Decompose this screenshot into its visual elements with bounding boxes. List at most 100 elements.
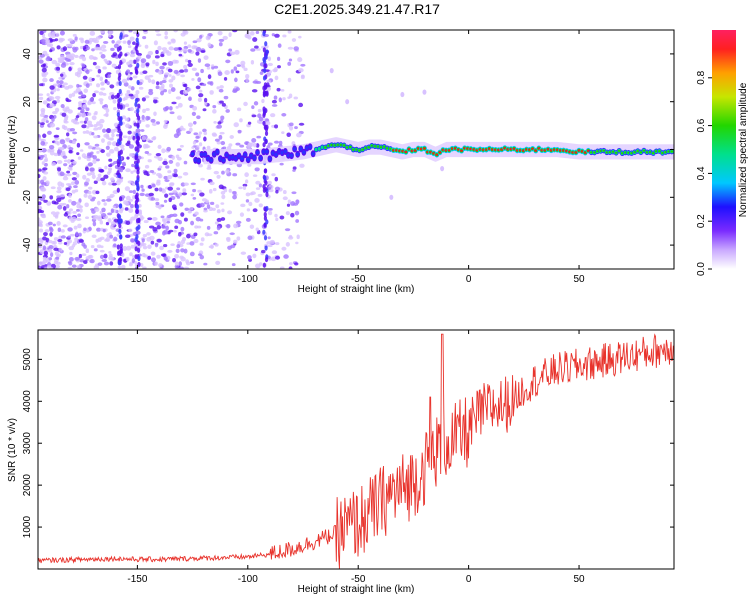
spectrogram-speckle — [84, 39, 90, 44]
spectrogram-speckle — [48, 145, 55, 150]
spectrogram-speckle — [127, 135, 132, 141]
spectrogram-streak — [136, 158, 140, 164]
spectrogram-speckle — [154, 187, 159, 192]
spectrogram-speckle — [195, 51, 200, 56]
spectrogram-ridge-core — [577, 149, 581, 152]
spectrogram-speckle — [197, 97, 203, 103]
spectrogram-streak — [117, 75, 121, 82]
spectrogram-speckle — [128, 208, 134, 214]
spectrogram-ridge-core — [528, 148, 531, 151]
spectrogram-streak — [262, 229, 266, 235]
spectrogram-speckle — [143, 254, 148, 258]
spectrogram-streak — [264, 256, 269, 263]
spectrogram-speckle — [224, 70, 230, 76]
spectrogram-speckle — [125, 256, 130, 262]
spectrogram-streak — [118, 228, 122, 235]
spectrogram-speckle — [208, 245, 214, 249]
spectrogram-speckle — [292, 169, 296, 172]
spectrogram-speckle — [177, 115, 182, 121]
spectrogram-speckle — [162, 229, 169, 235]
spectrogram-speckle — [84, 181, 89, 186]
spectrogram-speckle — [66, 204, 70, 209]
spectrogram-speckle — [57, 149, 61, 155]
colorbar-label: Normalized spectral amplitude — [738, 82, 749, 217]
spectrogram-speckle — [195, 146, 200, 151]
spectrogram-ridge-core — [559, 149, 562, 152]
spectrogram-speckle — [255, 80, 262, 84]
spectrogram-ridge-core — [392, 149, 395, 152]
snr-ytick-label: 1000 — [22, 516, 33, 539]
spectrogram-streak — [116, 244, 120, 250]
spectrogram-speckle — [93, 39, 100, 44]
spectrogram-ridge-core — [661, 151, 664, 155]
spectrogram-streak — [137, 115, 141, 121]
spectrogram-speckle — [179, 144, 184, 148]
spectrogram-speckle — [129, 71, 133, 75]
spectrogram-speckle — [96, 150, 100, 154]
spectrogram-speckle — [113, 146, 119, 152]
spectrogram-streak — [134, 155, 138, 161]
spectrogram-speckle — [143, 170, 149, 176]
spectrogram-speckle — [88, 37, 94, 43]
spectrogram-speckle — [42, 256, 47, 261]
spectrogram-speckle — [55, 32, 60, 38]
spectrogram-speckle — [124, 207, 129, 211]
snr-frame — [37, 329, 675, 570]
spectrogram-streak — [137, 103, 141, 109]
spectrogram-speckle — [126, 156, 130, 160]
spectrogram-speckle — [233, 223, 239, 229]
spectrogram-speckle — [38, 156, 41, 160]
spectrogram-speckle — [217, 71, 223, 76]
spectrogram-speckle — [155, 204, 161, 209]
spectrogram-speckle — [247, 235, 253, 241]
spectrogram-speckle — [85, 178, 90, 183]
spectrogram-ridge-core — [642, 149, 646, 152]
spectrogram-streak — [118, 88, 122, 95]
spectrogram-speckle — [162, 160, 168, 166]
spectrogram-speckle — [197, 189, 202, 193]
spectrogram-speckle — [277, 43, 282, 48]
spectrogram-speckle — [289, 262, 293, 266]
spectrogram-speckle — [65, 137, 70, 142]
spectrogram-speckle — [152, 59, 156, 65]
spectrogram-speckle — [206, 66, 211, 70]
spectrogram-speckle — [55, 127, 60, 131]
spectrogram-speckle — [254, 198, 260, 203]
spectrogram-speckle — [228, 48, 233, 52]
spectrogram-speckle — [173, 173, 178, 178]
spectrogram-speckle — [96, 74, 101, 78]
spectrogram-speckle — [108, 164, 113, 168]
spectrogram-speckle — [191, 45, 197, 50]
spectrogram-speckle — [68, 261, 73, 266]
colorbar: 0.0 0.2 0.4 0.6 0.8 Normalized spectral ampl… — [696, 30, 749, 276]
spectrogram-speckle — [266, 86, 272, 91]
snr-ylabel: SNR (10 * v/v) — [7, 418, 18, 482]
spectrogram-speckle — [49, 232, 53, 237]
spectrogram-isolated-dot — [422, 89, 427, 95]
spectrogram-speckle — [165, 165, 170, 169]
spectrogram-speckle — [126, 245, 132, 251]
spectrogram-speckle — [49, 150, 55, 156]
spectrogram-speckle — [182, 171, 189, 176]
spectrogram-speckle — [101, 180, 107, 186]
spectrogram-speckle — [42, 236, 47, 241]
spectrogram-speckle — [38, 179, 42, 185]
spectrogram-speckle — [38, 217, 41, 223]
spectrogram-speckle — [275, 242, 280, 246]
spectrogram-ytick-label: -40 — [22, 237, 33, 252]
spectrogram-ridge-core — [654, 150, 658, 153]
spectrogram-streak — [137, 217, 141, 224]
spectrogram-streak — [117, 64, 122, 70]
spectrogram-speckle — [99, 123, 103, 129]
spectrogram-streak — [263, 59, 267, 65]
spectrogram-speckle — [145, 62, 150, 67]
spectrogram-speckle — [113, 107, 117, 111]
spectrogram-speckle — [129, 53, 136, 58]
spectrogram-speckle — [102, 228, 106, 233]
spectrogram-speckle — [42, 133, 47, 138]
spectrogram-speckle — [190, 220, 195, 226]
spectrogram-ridge-core — [658, 149, 661, 153]
spectrogram-ridge-core — [633, 151, 637, 154]
spectrogram-speckle — [296, 234, 300, 240]
spectrogram-speckle — [78, 232, 82, 237]
